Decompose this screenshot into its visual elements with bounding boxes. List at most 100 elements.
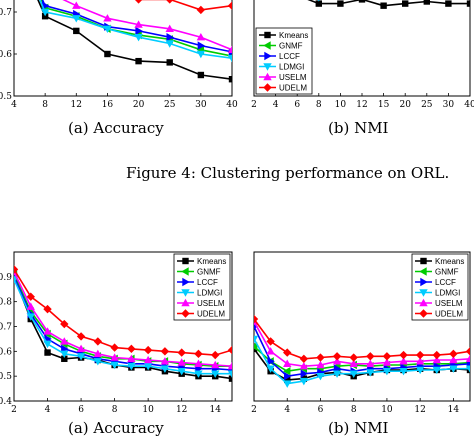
bottom-nmi-point-uselm bbox=[432, 355, 441, 364]
bottom-accuracy-point-udelm bbox=[110, 343, 119, 352]
top-nmi-point-kmeans bbox=[337, 0, 344, 7]
bottom-accuracy-legend-label: GNMF bbox=[197, 268, 221, 277]
top-accuracy-xtick-label: 12 bbox=[71, 100, 82, 110]
bottom-nmi-legend-marker-uselm bbox=[419, 298, 428, 307]
top-nmi-xtick-label: 30 bbox=[443, 100, 455, 110]
top-nmi-xtick-label: 2 bbox=[251, 100, 257, 110]
top-accuracy-series-ldmgi bbox=[39, 0, 232, 59]
bottom-accuracy-xtick-label: 6 bbox=[78, 405, 84, 415]
bottom-nmi-point-udelm bbox=[332, 352, 342, 361]
bottom-nmi-point-udelm bbox=[299, 354, 309, 363]
bottom-accuracy-point-ldmgi bbox=[60, 350, 69, 359]
top-nmi-legend-label: UDELM bbox=[279, 84, 307, 93]
bottom-accuracy-point-uselm bbox=[26, 302, 35, 310]
bottom-nmi-point-udelm bbox=[316, 353, 325, 362]
bottom-nmi-point-uselm bbox=[382, 358, 392, 366]
bottom-nmi-point-gnmf bbox=[283, 367, 291, 376]
top-nmi-legend-label: GNMF bbox=[279, 42, 303, 51]
bottom-accuracy-legend-marker-lccf bbox=[182, 277, 190, 287]
bottom-nmi-series-ldmgi bbox=[254, 338, 470, 385]
bottom-accuracy-point-udelm bbox=[60, 319, 69, 329]
bottom-nmi-point-uselm bbox=[266, 347, 275, 355]
bottom-nmi-point-udelm bbox=[382, 352, 392, 361]
top-accuracy-point-uselm bbox=[134, 20, 143, 28]
bottom-nmi-point-ldmgi bbox=[316, 372, 325, 381]
top-accuracy-point-lccf bbox=[166, 33, 174, 42]
bottom-nmi-point-ldmgi bbox=[349, 370, 358, 378]
bottom-accuracy-point-udelm bbox=[227, 345, 232, 355]
top-accuracy-point-ldmgi bbox=[196, 50, 206, 59]
bottom-nmi-xtick-label: 2 bbox=[251, 405, 257, 415]
bottom-nmi-legend-label: LDMGI bbox=[435, 289, 460, 298]
top-nmi-legend-marker-udelm bbox=[263, 83, 272, 92]
top-nmi-legend-label: Kmeans bbox=[279, 31, 308, 40]
top-accuracy-point-ldmgi bbox=[40, 8, 50, 17]
top-accuracy-caption: (a) Accuracy bbox=[68, 119, 164, 137]
bottom-nmi-point-ldmgi bbox=[299, 377, 309, 386]
top-nmi-xtick-label: 10 bbox=[335, 100, 347, 110]
bottom-nmi-point-lccf bbox=[284, 371, 292, 381]
bottom-nmi-point-uselm bbox=[465, 354, 470, 362]
top-accuracy-point-kmeans bbox=[73, 27, 80, 35]
bottom-nmi-point-kmeans bbox=[284, 376, 291, 384]
bottom-nmi-point-lccf bbox=[300, 369, 309, 378]
bottom-nmi-point-uselm bbox=[415, 357, 425, 365]
bottom-accuracy-point-uselm bbox=[211, 360, 220, 369]
bottom-accuracy-ytick-label: 0.6 bbox=[0, 347, 12, 357]
top-nmi-point-kmeans bbox=[380, 2, 387, 9]
top-nmi-legend-label: USELM bbox=[279, 73, 307, 82]
top-nmi-legend-marker-ldmgi bbox=[263, 63, 272, 71]
top-accuracy-xtick-label: 4 bbox=[11, 100, 17, 110]
bottom-accuracy-point-ldmgi bbox=[160, 365, 170, 373]
bottom-accuracy-caption: (a) Accuracy bbox=[68, 419, 164, 437]
bottom-nmi-xtick-label: 14 bbox=[448, 405, 460, 415]
top-nmi-xtick-label: 4 bbox=[273, 100, 279, 110]
top-nmi-series-kmeans bbox=[307, 0, 470, 7]
bottom-nmi-point-ldmgi bbox=[266, 365, 275, 373]
top-accuracy-point-udelm bbox=[166, 0, 174, 4]
bottom-accuracy-point-udelm bbox=[43, 304, 52, 314]
bottom-accuracy-legend-label: UDELM bbox=[197, 310, 225, 319]
bottom-accuracy-legend-label: USELM bbox=[197, 299, 225, 308]
bottom-accuracy-point-uselm bbox=[177, 358, 186, 366]
top-accuracy-xtick-label: 40 bbox=[226, 100, 238, 110]
top-nmi-xtick-label: 20 bbox=[399, 100, 411, 110]
bottom-accuracy-ytick-label: 0.4 bbox=[0, 397, 12, 407]
top-accuracy-point-udelm bbox=[196, 5, 206, 15]
bottom-accuracy-point-ldmgi bbox=[127, 363, 136, 371]
top-accuracy-point-uselm bbox=[227, 45, 232, 53]
top-nmi-legend-marker-kmeans bbox=[264, 31, 271, 39]
bottom-nmi-point-udelm bbox=[283, 348, 292, 357]
bottom-nmi-point-ldmgi bbox=[366, 369, 375, 377]
bottom-nmi-point-udelm bbox=[415, 350, 425, 360]
top-accuracy-point-udelm bbox=[227, 1, 232, 10]
bottom-accuracy-point-uselm bbox=[194, 359, 203, 367]
bottom-accuracy-point-uselm bbox=[110, 353, 119, 361]
top-accuracy-xtick-label: 25 bbox=[164, 100, 176, 110]
top-accuracy-point-kmeans bbox=[166, 59, 173, 66]
top-accuracy-ytick-label: 0.7 bbox=[0, 8, 12, 18]
bottom-nmi-point-udelm bbox=[432, 350, 441, 360]
top-accuracy-series-kmeans bbox=[37, 0, 232, 80]
bottom-nmi-point-ldmgi bbox=[449, 365, 458, 373]
bottom-nmi-caption: (b) NMI bbox=[328, 419, 389, 437]
bottom-nmi-point-uselm bbox=[399, 357, 408, 365]
bottom-accuracy-xtick-label: 2 bbox=[11, 405, 17, 415]
top-accuracy-point-ldmgi bbox=[72, 15, 81, 23]
bottom-accuracy-point-uselm bbox=[227, 362, 232, 370]
bottom-accuracy-legend-marker-ldmgi bbox=[181, 289, 190, 297]
bottom-accuracy-ytick-label: 0.9 bbox=[0, 273, 12, 283]
bottom-accuracy-point-ldmgi bbox=[194, 370, 203, 378]
bottom-nmi-legend-marker-lccf bbox=[420, 277, 428, 287]
top-accuracy-ytick-label: 0.5 bbox=[0, 92, 12, 102]
bottom-accuracy-point-kmeans bbox=[61, 355, 68, 362]
bottom-nmi-xtick-label: 6 bbox=[318, 405, 324, 415]
top-nmi-point-kmeans bbox=[315, 0, 322, 7]
top-accuracy-chart: 4 8 12 16 20 25 30 40 0.5 0.6 0.7 bbox=[0, 0, 238, 110]
bottom-accuracy-point-udelm bbox=[194, 349, 203, 359]
bottom-accuracy-ytick-label: 0.5 bbox=[0, 372, 12, 382]
top-nmi-caption: (b) NMI bbox=[328, 119, 389, 137]
bottom-nmi-point-ldmgi bbox=[465, 365, 470, 373]
